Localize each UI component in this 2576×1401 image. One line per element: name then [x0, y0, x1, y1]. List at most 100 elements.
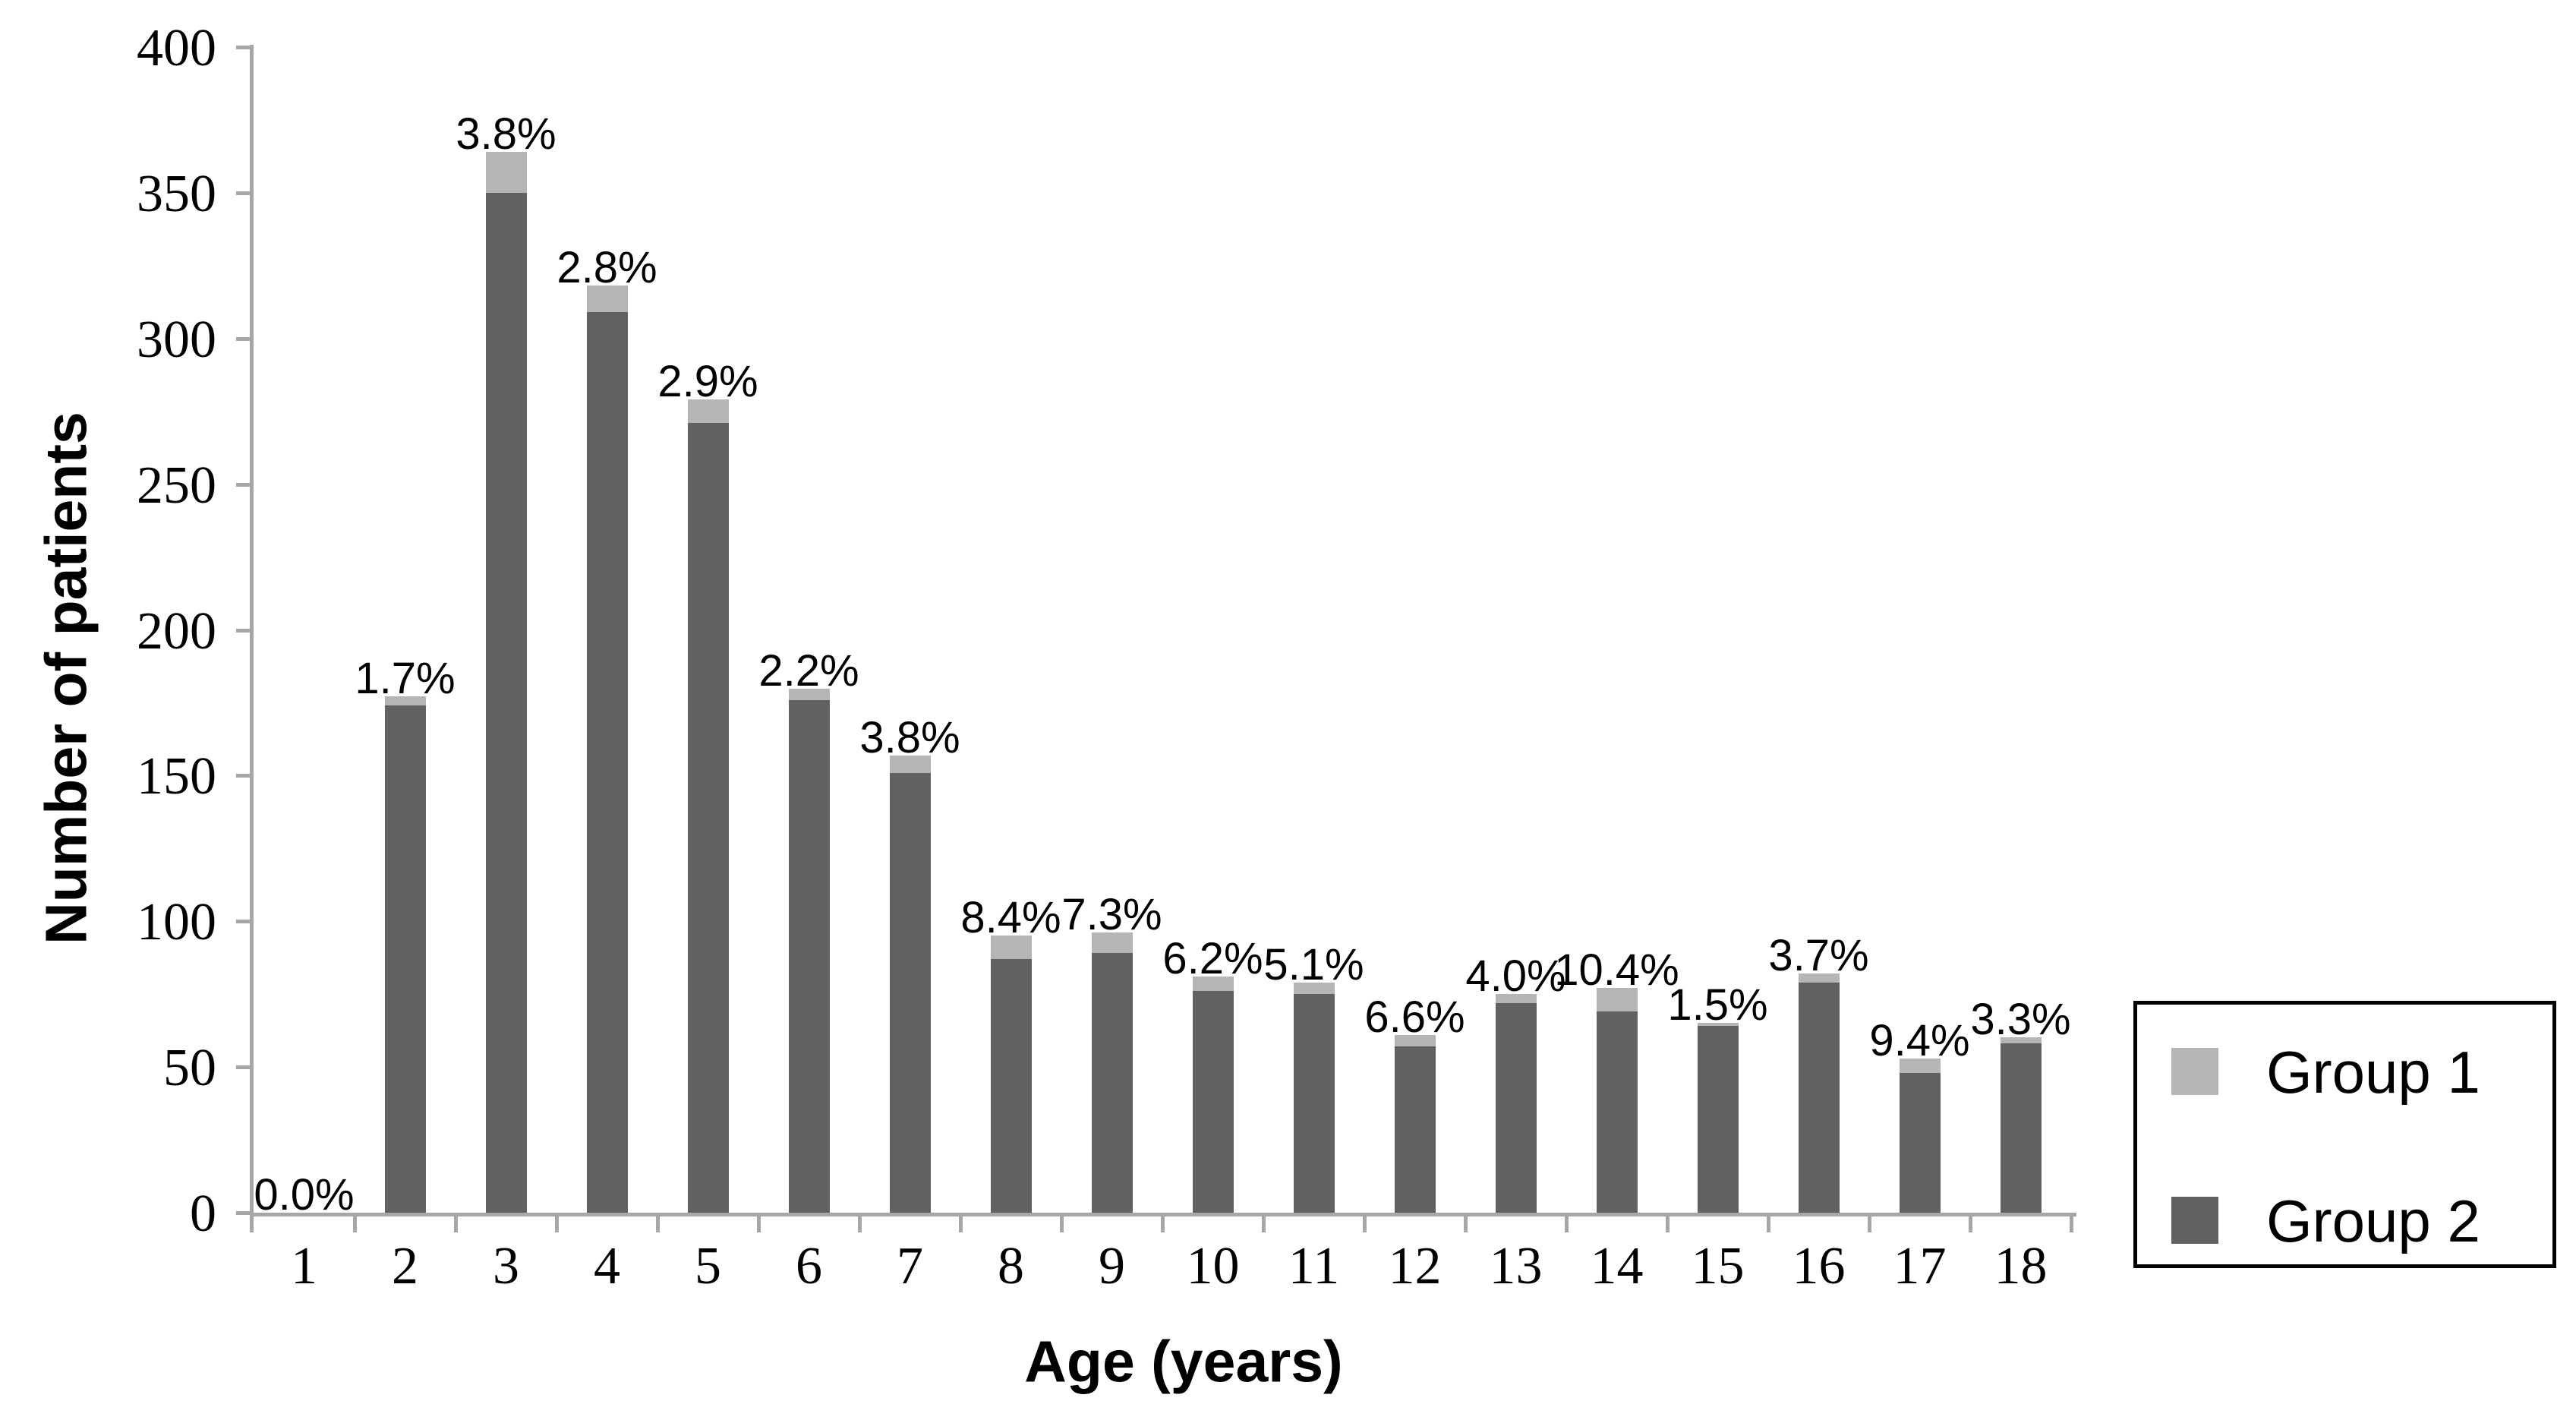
bar-label-age-10: 6.2% — [1162, 934, 1263, 983]
x-tick-label-13: 13 — [1489, 1237, 1543, 1295]
bar-label-age-7: 3.8% — [859, 713, 960, 762]
bar-age-3-group2 — [485, 193, 527, 1213]
bar-age-13-group1 — [1495, 994, 1537, 1003]
bar-label-age-2: 1.7% — [355, 654, 456, 703]
bar-age-17-group2 — [1899, 1073, 1941, 1213]
bar-label-age-11: 5.1% — [1263, 940, 1364, 989]
bar-age-7-group1 — [889, 756, 931, 773]
bar-age-12-group2 — [1394, 1046, 1436, 1213]
legend-label-group2: Group 2 — [2266, 1188, 2480, 1254]
x-tick-label-15: 15 — [1691, 1237, 1745, 1295]
bar-age-3-group1 — [485, 152, 527, 193]
y-tick-400 — [236, 46, 250, 49]
x-tick-7 — [959, 1213, 963, 1232]
y-tick-label-250: 250 — [137, 456, 216, 515]
bar-age-14-group1 — [1596, 988, 1638, 1011]
x-tick-label-11: 11 — [1288, 1237, 1340, 1295]
bar-age-15-group2 — [1697, 1026, 1739, 1213]
y-tick-150 — [236, 774, 250, 778]
y-tick-label-300: 300 — [137, 310, 216, 369]
x-tick-label-10: 10 — [1186, 1237, 1240, 1295]
x-tick-10 — [1262, 1213, 1266, 1232]
x-tick-label-3: 3 — [493, 1237, 519, 1295]
y-tick-label-350: 350 — [137, 164, 216, 223]
x-tick-4 — [656, 1213, 660, 1232]
x-tick-label-9: 9 — [1099, 1237, 1125, 1295]
y-tick-250 — [236, 482, 250, 487]
bar-age-5-group2 — [687, 423, 729, 1213]
bar-age-14-group2 — [1596, 1011, 1638, 1213]
x-tick-label-16: 16 — [1792, 1237, 1846, 1295]
y-tick-label-50: 50 — [163, 1039, 216, 1098]
x-tick-15 — [1767, 1213, 1770, 1232]
x-tick-label-4: 4 — [594, 1237, 620, 1295]
bar-age-13-group2 — [1495, 1003, 1537, 1213]
bar-label-age-8: 8.4% — [960, 893, 1061, 942]
y-tick-0 — [236, 1211, 250, 1215]
y-tick-100 — [236, 920, 250, 924]
x-tick-3 — [555, 1213, 559, 1232]
bar-age-4-group1 — [586, 286, 628, 312]
x-tick-label-5: 5 — [695, 1237, 721, 1295]
bar-age-11-group2 — [1293, 994, 1335, 1213]
bar-age-15-group1 — [1697, 1023, 1739, 1026]
x-tick-18 — [2070, 1213, 2073, 1232]
x-tick-11 — [1363, 1213, 1367, 1232]
bar-age-18-group1 — [2000, 1037, 2042, 1043]
x-tick-0 — [250, 1213, 254, 1232]
bar-age-12-group1 — [1394, 1035, 1436, 1046]
legend-swatch-group1 — [2171, 1048, 2218, 1095]
bar-age-16-group1 — [1798, 973, 1840, 983]
bar-age-5-group1 — [687, 399, 729, 423]
y-tick-label-400: 400 — [137, 19, 216, 77]
x-tick-label-18: 18 — [1994, 1237, 2048, 1295]
bar-age-6-group2 — [788, 700, 830, 1213]
bar-age-10-group1 — [1192, 977, 1234, 991]
x-axis-title: Age (years) — [1024, 1329, 1343, 1395]
bar-age-11-group1 — [1293, 983, 1335, 994]
bar-label-age-6: 2.2% — [758, 646, 859, 696]
x-tick-label-6: 6 — [796, 1237, 822, 1295]
y-tick-label-200: 200 — [137, 601, 216, 661]
x-tick-label-12: 12 — [1388, 1237, 1442, 1295]
bar-label-age-17: 9.4% — [1869, 1016, 1970, 1065]
bar-age-9-group2 — [1091, 953, 1133, 1213]
x-tick-8 — [1060, 1213, 1064, 1232]
y-tick-300 — [236, 336, 250, 341]
x-tick-label-7: 7 — [897, 1237, 923, 1295]
x-tick-14 — [1666, 1213, 1670, 1232]
bar-label-age-9: 7.3% — [1061, 890, 1162, 939]
bar-age-18-group2 — [2000, 1043, 2042, 1213]
bar-label-age-4: 2.8% — [557, 243, 657, 292]
bar-age-6-group1 — [788, 689, 830, 700]
y-tick-label-0: 0 — [190, 1185, 216, 1243]
bar-age-8-group1 — [990, 936, 1032, 959]
legend: Group 1 Group 2 — [2133, 1001, 2556, 1268]
x-tick-2 — [454, 1213, 458, 1232]
bar-age-10-group2 — [1192, 991, 1234, 1213]
legend-swatch-group2 — [2171, 1197, 2218, 1244]
x-tick-6 — [858, 1213, 862, 1232]
y-tick-label-150: 150 — [137, 747, 216, 806]
bar-label-age-15: 1.5% — [1667, 980, 1768, 1030]
legend-label-group1: Group 1 — [2266, 1039, 2480, 1106]
x-tick-label-14: 14 — [1590, 1237, 1644, 1295]
x-tick-13 — [1565, 1213, 1569, 1232]
x-tick-5 — [757, 1213, 761, 1232]
y-tick-50 — [236, 1065, 250, 1070]
y-axis-line — [250, 45, 254, 1232]
bar-age-17-group1 — [1899, 1059, 1941, 1073]
bar-age-8-group2 — [990, 959, 1032, 1213]
y-tick-350 — [236, 191, 250, 195]
bar-label-age-14: 10.4% — [1554, 945, 1679, 995]
bar-age-16-group2 — [1798, 983, 1840, 1213]
bar-age-4-group2 — [586, 312, 628, 1213]
bar-age-2-group1 — [384, 696, 426, 705]
x-tick-12 — [1464, 1213, 1468, 1232]
bar-label-age-1: 0.0% — [254, 1170, 355, 1220]
y-tick-label-100: 100 — [137, 893, 216, 952]
x-tick-1 — [353, 1213, 357, 1232]
bar-age-7-group2 — [889, 773, 931, 1213]
x-tick-label-17: 17 — [1893, 1237, 1947, 1295]
